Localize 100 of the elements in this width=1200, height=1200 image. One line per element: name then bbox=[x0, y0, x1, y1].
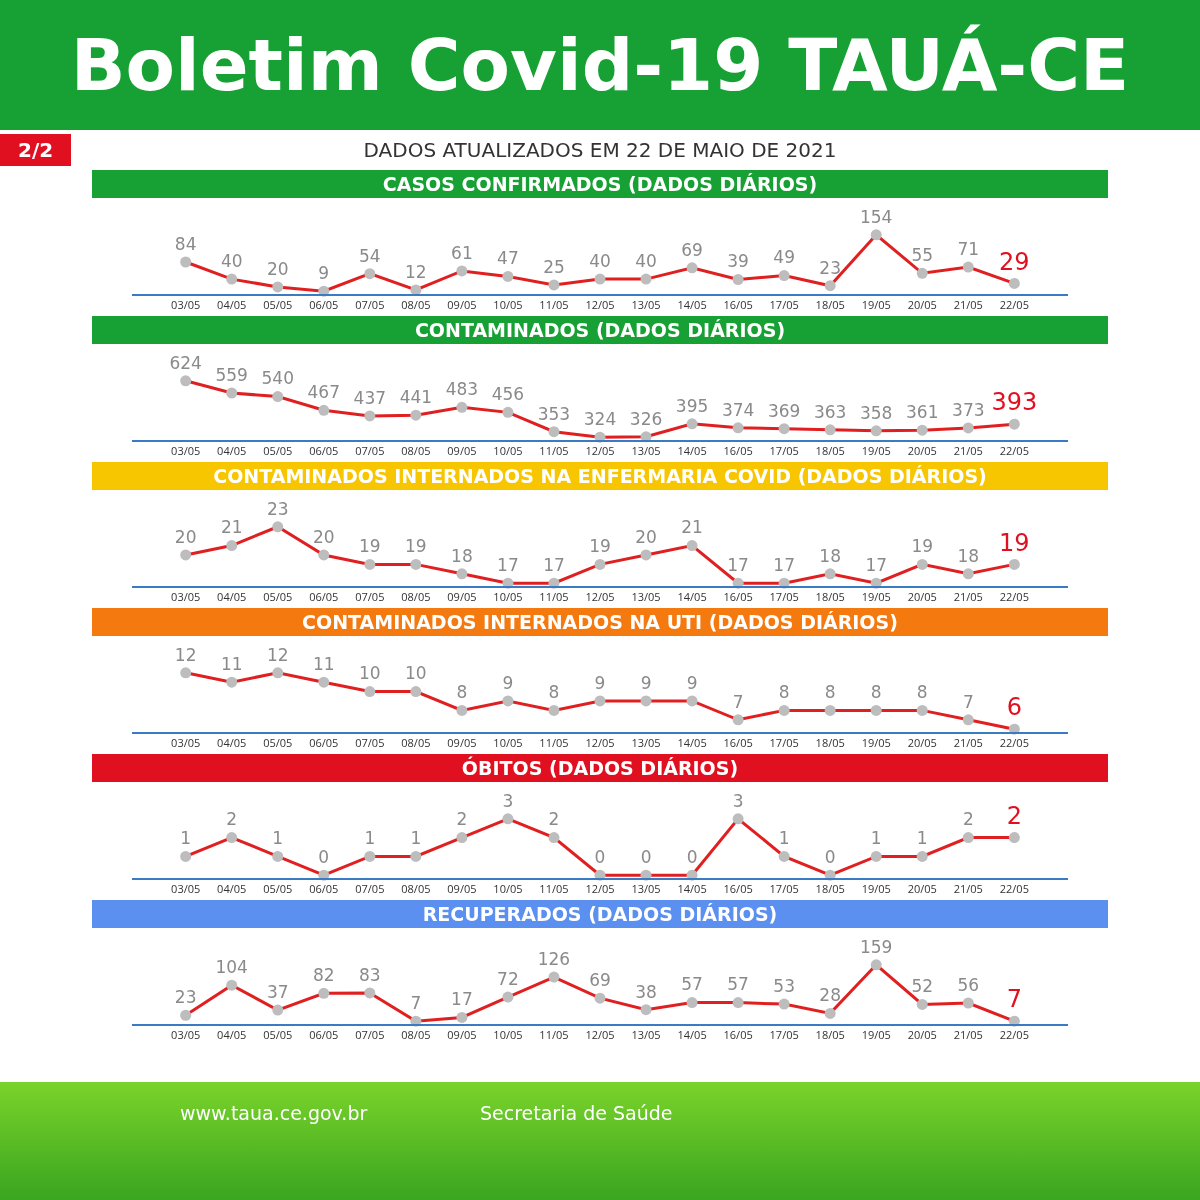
data-label: 20 bbox=[635, 526, 657, 547]
x-tick-label: 03/05 bbox=[171, 735, 201, 751]
data-label: 1 bbox=[870, 828, 882, 849]
x-tick-label: 17/05 bbox=[769, 735, 799, 751]
x-tick-label: 14/05 bbox=[677, 443, 707, 459]
data-label: 2 bbox=[456, 809, 468, 830]
x-tick-label: 21/05 bbox=[953, 881, 983, 897]
data-label: 159 bbox=[859, 936, 893, 957]
x-tick-label: 06/05 bbox=[309, 1027, 339, 1043]
x-tick-label: 20/05 bbox=[907, 589, 937, 605]
data-label: 7 bbox=[410, 993, 422, 1014]
data-label: 369 bbox=[767, 400, 801, 421]
data-label: 17 bbox=[727, 555, 749, 576]
x-tick-label: 09/05 bbox=[447, 735, 477, 751]
x-tick-label: 18/05 bbox=[815, 881, 845, 897]
data-label: 82 bbox=[312, 965, 335, 986]
text: Secretaria de Saúde bbox=[480, 1102, 673, 1124]
x-tick-label: 09/05 bbox=[447, 589, 477, 605]
x-tick-label: 04/05 bbox=[217, 297, 247, 313]
data-label: 12 bbox=[174, 644, 197, 665]
data-label: 69 bbox=[681, 239, 703, 260]
data-label: 8 bbox=[456, 682, 468, 703]
data-label: 8 bbox=[916, 682, 928, 703]
data-label: 17 bbox=[865, 555, 888, 576]
x-tick-label: 16/05 bbox=[723, 1027, 753, 1043]
x-tick-label: 17/05 bbox=[769, 881, 799, 897]
data-label: 361 bbox=[906, 402, 939, 423]
data-label: 18 bbox=[451, 545, 473, 566]
x-tick-label: 16/05 bbox=[723, 881, 753, 897]
x-tick-label: 09/05 bbox=[447, 1027, 477, 1043]
data-label: 8 bbox=[778, 682, 790, 703]
data-label: 21 bbox=[220, 517, 243, 538]
x-tick-label: 19/05 bbox=[861, 881, 891, 897]
data-label: 11 bbox=[312, 654, 335, 675]
x-tick-label: 08/05 bbox=[401, 297, 431, 313]
x-tick-label: 06/05 bbox=[309, 735, 339, 751]
x-tick-label: 09/05 bbox=[447, 881, 477, 897]
data-label: 61 bbox=[451, 242, 473, 263]
x-tick-label: 12/05 bbox=[585, 297, 615, 313]
x-tick-label: 12/05 bbox=[585, 735, 615, 751]
data-label: 1 bbox=[364, 828, 376, 849]
x-tick-label: 03/05 bbox=[171, 1027, 201, 1043]
x-tick-label: 14/05 bbox=[677, 589, 707, 605]
x-tick-label: 17/05 bbox=[769, 1027, 799, 1043]
data-label: 20 bbox=[174, 526, 197, 547]
data-label: 17 bbox=[451, 989, 473, 1010]
x-tick-label: 10/05 bbox=[493, 881, 523, 897]
x-tick-label: 17/05 bbox=[769, 589, 799, 605]
data-label: 9 bbox=[640, 672, 652, 693]
x-tick-label: 16/05 bbox=[723, 297, 753, 313]
x-tick-label: 07/05 bbox=[355, 297, 385, 313]
data-label: 0 bbox=[318, 847, 330, 868]
x-tick-label: 05/05 bbox=[263, 1027, 293, 1043]
data-label: 1 bbox=[916, 828, 928, 849]
data-label: 2 bbox=[1006, 801, 1022, 830]
data-label: 483 bbox=[445, 379, 479, 400]
x-tick-label: 19/05 bbox=[861, 297, 891, 313]
x-tick-label: 13/05 bbox=[631, 443, 661, 459]
x-tick-label: 06/05 bbox=[309, 589, 339, 605]
data-label: 17 bbox=[497, 555, 519, 576]
data-label: 104 bbox=[215, 957, 248, 978]
x-tick-label: 05/05 bbox=[263, 443, 293, 459]
data-label: 18 bbox=[957, 545, 980, 566]
data-label: 7 bbox=[962, 691, 974, 712]
data-label: 39 bbox=[727, 251, 749, 272]
data-label: 3 bbox=[732, 790, 744, 811]
data-label: 374 bbox=[721, 399, 755, 420]
data-label: 393 bbox=[991, 388, 1038, 417]
data-label: 3 bbox=[502, 790, 514, 811]
data-label: 57 bbox=[727, 974, 749, 995]
data-label: 17 bbox=[773, 555, 795, 576]
data-label: 28 bbox=[819, 985, 841, 1006]
chart-title: Boletim Covid-19 TAUÁ-CE bbox=[0, 0, 1200, 130]
x-tick-label: 06/05 bbox=[309, 297, 339, 313]
x-tick-label: 11/05 bbox=[539, 735, 569, 751]
x-tick-label: 22/05 bbox=[999, 881, 1029, 897]
data-label: 0 bbox=[824, 847, 836, 868]
data-label: 373 bbox=[952, 399, 985, 420]
x-axis-title: CONTAMINADOS INTERNADOS NA UTI (DADOS DIÁRIOS) bbox=[92, 608, 1108, 636]
data-label: 19 bbox=[911, 536, 934, 557]
data-label: 2 bbox=[962, 809, 974, 830]
x-tick-label: 12/05 bbox=[585, 1027, 615, 1043]
x-tick-label: 19/05 bbox=[861, 1027, 891, 1043]
x-tick-label: 05/05 bbox=[263, 589, 293, 605]
data-label: 84 bbox=[174, 233, 197, 254]
data-label: 17 bbox=[543, 555, 565, 576]
data-label: 19 bbox=[359, 536, 381, 557]
x-axis-title: ÓBITOS (DADOS DIÁRIOS) bbox=[92, 754, 1108, 782]
x-tick-label: 08/05 bbox=[401, 881, 431, 897]
x-tick-label: 17/05 bbox=[769, 443, 799, 459]
data-label: 1 bbox=[410, 828, 422, 849]
data-label: 12 bbox=[405, 261, 427, 282]
data-label: 56 bbox=[957, 974, 980, 995]
x-tick-label: 22/05 bbox=[999, 589, 1029, 605]
x-tick-label: 21/05 bbox=[953, 443, 983, 459]
x-tick-label: 07/05 bbox=[355, 1027, 385, 1043]
x-tick-label: 11/05 bbox=[539, 297, 569, 313]
x-tick-label: 11/05 bbox=[539, 589, 569, 605]
data-label: 353 bbox=[537, 403, 571, 424]
x-tick-label: 10/05 bbox=[493, 1027, 523, 1043]
